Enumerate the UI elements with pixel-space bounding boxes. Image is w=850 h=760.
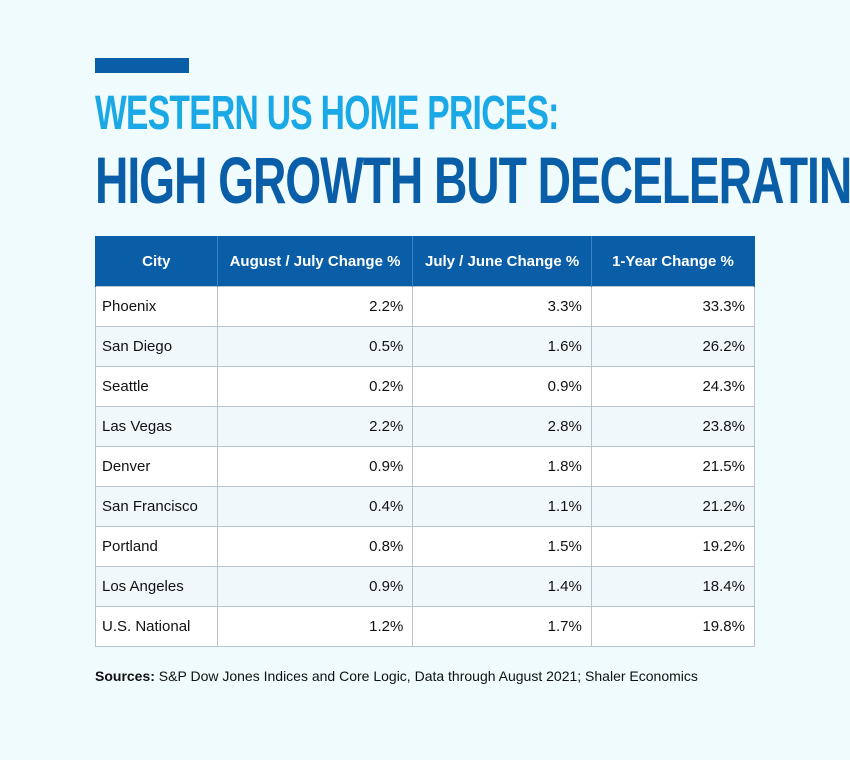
table-row: San Francisco 0.4% 1.1% 21.2% (95, 486, 756, 527)
cell-aug-jul: 0.4% (216, 486, 414, 527)
cell-city: Portland (95, 526, 218, 567)
table-row: Los Angeles 0.9% 1.4% 18.4% (95, 566, 756, 607)
header-one-year-change: 1-Year Change % (590, 236, 756, 287)
cell-aug-jul: 0.8% (216, 526, 414, 567)
cell-city: San Francisco (95, 486, 218, 527)
cell-aug-jul: 0.9% (216, 566, 414, 607)
table-header-row: City August / July Change % July / June … (95, 236, 756, 287)
cell-jul-jun: 1.7% (412, 606, 592, 647)
page-title-line-2: HIGH GROWTH BUT DECELERATING (95, 143, 850, 217)
cell-city: Seattle (95, 366, 218, 407)
cell-year: 23.8% (590, 406, 756, 447)
cell-aug-jul: 1.2% (216, 606, 414, 647)
table-row: Portland 0.8% 1.5% 19.2% (95, 526, 756, 567)
cell-year: 19.8% (590, 606, 756, 647)
sources-label: Sources: (95, 668, 155, 684)
cell-city: Denver (95, 446, 218, 487)
header-jul-jun-change: July / June Change % (412, 236, 592, 287)
home-prices-table: City August / July Change % July / June … (95, 236, 756, 647)
cell-year: 19.2% (590, 526, 756, 567)
cell-aug-jul: 0.9% (216, 446, 414, 487)
cell-city: Phoenix (95, 286, 218, 327)
cell-city: Las Vegas (95, 406, 218, 447)
cell-year: 24.3% (590, 366, 756, 407)
cell-aug-jul: 2.2% (216, 286, 414, 327)
sources-note: Sources: S&P Dow Jones Indices and Core … (95, 668, 698, 684)
cell-jul-jun: 1.6% (412, 326, 592, 367)
cell-year: 21.5% (590, 446, 756, 487)
cell-year: 21.2% (590, 486, 756, 527)
cell-city: U.S. National (95, 606, 218, 647)
header-city: City (95, 236, 218, 287)
cell-jul-jun: 1.5% (412, 526, 592, 567)
table-row: Denver 0.9% 1.8% 21.5% (95, 446, 756, 487)
cell-city: Los Angeles (95, 566, 218, 607)
table-row: Seattle 0.2% 0.9% 24.3% (95, 366, 756, 407)
cell-jul-jun: 1.8% (412, 446, 592, 487)
page-title-line-1: WESTERN US HOME PRICES: (95, 87, 559, 140)
cell-aug-jul: 0.5% (216, 326, 414, 367)
table-row: U.S. National 1.2% 1.7% 19.8% (95, 606, 756, 647)
cell-jul-jun: 2.8% (412, 406, 592, 447)
cell-jul-jun: 0.9% (412, 366, 592, 407)
table-row: Las Vegas 2.2% 2.8% 23.8% (95, 406, 756, 447)
accent-bar (95, 58, 189, 73)
cell-year: 33.3% (590, 286, 756, 327)
cell-aug-jul: 2.2% (216, 406, 414, 447)
cell-city: San Diego (95, 326, 218, 367)
cell-year: 18.4% (590, 566, 756, 607)
cell-jul-jun: 1.4% (412, 566, 592, 607)
table-row: San Diego 0.5% 1.6% 26.2% (95, 326, 756, 367)
cell-jul-jun: 1.1% (412, 486, 592, 527)
cell-aug-jul: 0.2% (216, 366, 414, 407)
cell-jul-jun: 3.3% (412, 286, 592, 327)
cell-year: 26.2% (590, 326, 756, 367)
table-row: Phoenix 2.2% 3.3% 33.3% (95, 286, 756, 327)
sources-text: S&P Dow Jones Indices and Core Logic, Da… (154, 668, 698, 684)
header-aug-jul-change: August / July Change % (216, 236, 414, 287)
